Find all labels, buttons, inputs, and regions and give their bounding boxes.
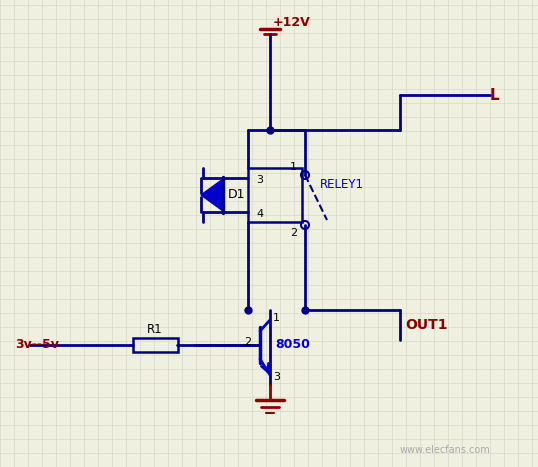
Text: 8050: 8050 [275,339,310,352]
Bar [133,338,178,352]
Text: 3v--5v: 3v--5v [15,339,59,352]
Text: OUT1: OUT1 [405,318,448,332]
Text: 2: 2 [290,228,297,238]
Text: 3: 3 [257,175,264,185]
Text: 2: 2 [244,337,252,347]
Text: 1: 1 [273,313,280,323]
Text: L: L [490,87,500,102]
Text: R1: R1 [147,323,163,336]
Text: 3: 3 [273,372,280,382]
Text: 1: 1 [290,162,297,172]
Polygon shape [201,179,223,211]
Text: 4: 4 [257,209,264,219]
Text: RELEY1: RELEY1 [320,178,364,191]
Text: D1: D1 [228,189,245,201]
Text: www.elecfans.com: www.elecfans.com [399,445,490,455]
Text: +12V: +12V [273,16,311,29]
Bar [248,168,302,222]
